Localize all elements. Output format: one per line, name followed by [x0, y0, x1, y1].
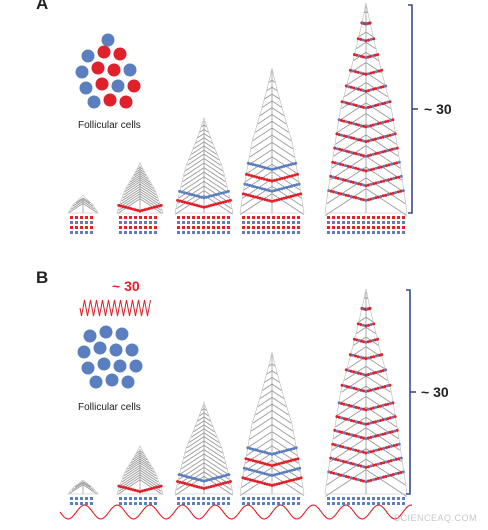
- follicular-cell: [95, 77, 109, 91]
- panel-b-hair-1: [67, 479, 99, 495]
- follicular-cell: [91, 61, 105, 75]
- follicular-cell: [113, 359, 127, 373]
- follicular-cell: [109, 343, 123, 357]
- follicular-cell: [97, 45, 111, 59]
- follicular-cell: [113, 47, 127, 61]
- follicular-cell: [75, 65, 89, 79]
- panel-b-follicle-base-5: [327, 497, 405, 505]
- panel-b-cell-cluster: [77, 325, 143, 389]
- follicular-cell: [119, 95, 133, 109]
- panel-a-hair-5: [324, 2, 408, 216]
- panel-a-cluster-caption: Follicular cells: [78, 120, 141, 131]
- follicular-cell: [93, 341, 107, 355]
- panel-a-hair-3: [174, 116, 234, 215]
- panel-a-hair-1: [67, 194, 99, 214]
- follicular-cell: [77, 345, 91, 359]
- panel-b-hair-5: [324, 288, 408, 497]
- follicular-cell: [103, 93, 117, 107]
- follicular-cell: [123, 63, 137, 77]
- panel-b-follicle-base-2: [119, 497, 157, 505]
- follicular-cell: [121, 375, 135, 389]
- panel-b-label: B: [36, 268, 49, 287]
- follicular-cell: [101, 33, 115, 47]
- panel-a-hair-2: [116, 162, 164, 214]
- panel-b-hair-2: [116, 445, 164, 495]
- follicular-cell: [87, 95, 101, 109]
- panel-a-figure: [67, 2, 418, 234]
- panel-a-bracket-label: ~ 30: [424, 101, 452, 117]
- panel-b-small-wave: [79, 299, 151, 317]
- panel-a-cell-cluster: [75, 33, 141, 109]
- follicular-cell: [107, 63, 121, 77]
- follicular-cell: [83, 329, 97, 343]
- panel-b-hair-3: [174, 400, 234, 496]
- panel-a-hair-2-hairs: [117, 167, 163, 214]
- panel-b-cluster-caption: Follicular cells: [78, 402, 141, 413]
- panel-a-bracket: [408, 4, 413, 214]
- panel-a-hair-1-hairs: [68, 197, 98, 213]
- panel-b-wave-label: ~ 30: [112, 278, 140, 294]
- panel-a-follicle-base-2: [119, 216, 157, 234]
- panel-b-hair-5-hairs: [325, 296, 407, 497]
- panel-b-follicle-base-3: [177, 497, 230, 505]
- panel-b-hair-2-hairs: [117, 450, 163, 495]
- follicular-cell: [99, 325, 113, 339]
- panel-a-follicle-base-1: [70, 216, 93, 234]
- follicular-cell: [79, 81, 93, 95]
- panel-a-hair-4-hairs: [240, 79, 304, 215]
- follicular-cell: [105, 373, 119, 387]
- panel-b-bottom-wave: [59, 504, 413, 520]
- panel-a-follicle-base-5: [327, 216, 405, 234]
- watermark-text: SCIENCEAQ.COM: [394, 513, 478, 523]
- follicular-cell: [129, 359, 143, 373]
- panel-b-follicle-base-4: [242, 497, 300, 505]
- panel-a-follicle-base-3: [177, 216, 230, 234]
- follicular-cell: [89, 375, 103, 389]
- panel-b-hair-4: [239, 351, 305, 496]
- panel-a-hair-4: [239, 67, 305, 215]
- panel-b-bracket-label: ~ 30: [421, 384, 449, 400]
- panel-a-follicle-base-4: [242, 216, 300, 234]
- follicular-cell: [115, 327, 129, 341]
- follicular-cell: [97, 357, 111, 371]
- panel-a-label: A: [36, 0, 49, 13]
- panel-b-figure: [59, 288, 416, 520]
- follicular-cell: [81, 49, 95, 63]
- panel-b-bracket: [406, 289, 411, 495]
- follicular-cell: [111, 79, 125, 93]
- panel-b-follicle-base-1: [70, 497, 93, 505]
- follicular-cell: [125, 343, 139, 357]
- follicular-cell: [127, 79, 141, 93]
- follicular-cell: [81, 361, 95, 375]
- panel-b-hair-1-hairs: [69, 481, 97, 494]
